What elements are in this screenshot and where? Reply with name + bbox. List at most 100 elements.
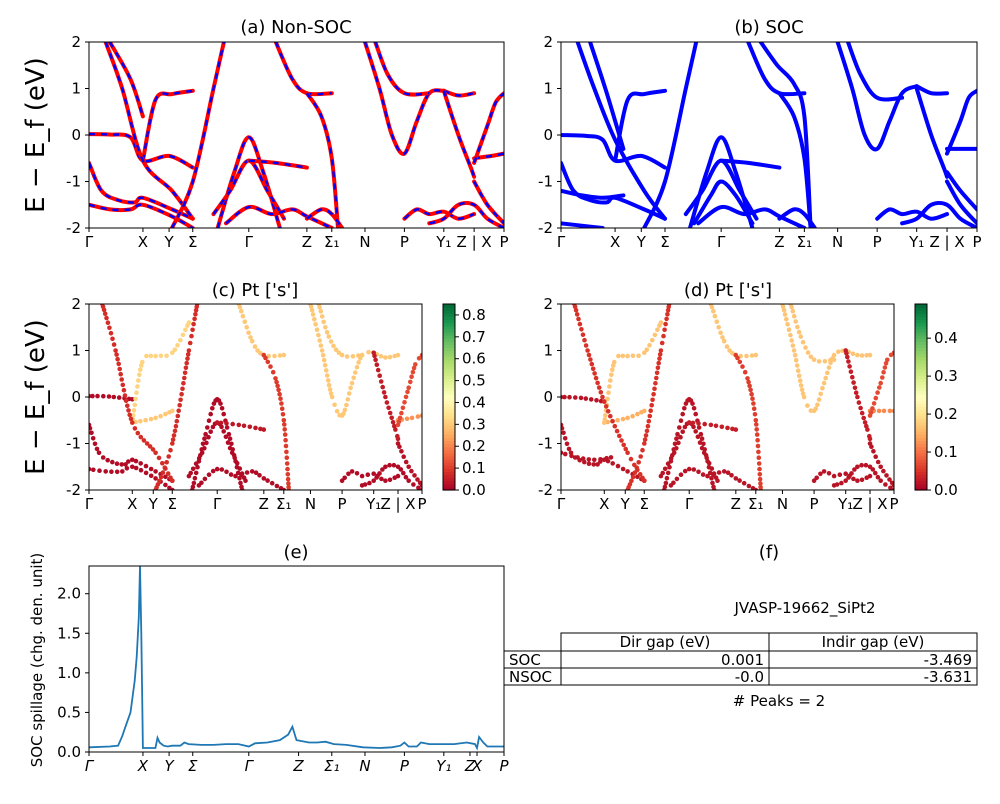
- y-tick-label: -2: [66, 481, 81, 499]
- band-point: [224, 425, 230, 430]
- band-point: [691, 424, 696, 430]
- band-point: [372, 353, 377, 359]
- band-point: [881, 468, 886, 474]
- x-tick-label: Γ: [85, 757, 95, 775]
- band-point: [848, 369, 854, 375]
- band-point: [711, 487, 717, 490]
- band-point: [686, 420, 692, 425]
- band-point: [409, 415, 415, 421]
- band-point: [756, 449, 761, 455]
- band-point: [881, 408, 887, 414]
- band-point: [747, 383, 752, 389]
- band-point: [718, 330, 723, 336]
- band-point: [816, 359, 822, 364]
- colorbar-segment: [443, 390, 455, 395]
- band-point: [409, 468, 414, 474]
- band-point: [595, 462, 600, 467]
- x-tick-label: P: [873, 233, 882, 251]
- band-point: [285, 476, 291, 482]
- band-point: [131, 408, 137, 413]
- band-point: [274, 379, 279, 385]
- band-point: [818, 471, 823, 477]
- band-point: [219, 467, 225, 472]
- band-point: [342, 407, 348, 413]
- band-point: [324, 330, 330, 335]
- band-point: [662, 466, 668, 472]
- band-point: [405, 389, 410, 395]
- band-point: [878, 478, 883, 484]
- colorbar-segment: [443, 480, 455, 485]
- band-point: [333, 347, 339, 353]
- band-point: [634, 465, 640, 471]
- band-point: [697, 440, 703, 445]
- band-point: [403, 474, 409, 480]
- band-point: [232, 455, 237, 461]
- band-point: [153, 469, 158, 474]
- band-point: [371, 478, 377, 484]
- x-tick-label: P: [810, 495, 819, 513]
- band-point: [791, 313, 797, 319]
- band-point: [572, 304, 578, 310]
- band-point: [737, 478, 742, 483]
- plot-area: [89, 304, 422, 490]
- x-tick-label: Z: [292, 757, 304, 775]
- colorbar-tick-label: 0.6: [462, 350, 486, 368]
- x-tick-label: P: [400, 233, 409, 251]
- band-point: [847, 364, 852, 369]
- colorbar-segment: [915, 412, 927, 417]
- colorbar-segment: [915, 387, 927, 392]
- colorbar-segment: [443, 350, 455, 355]
- band-point: [609, 372, 614, 378]
- band-point: [667, 464, 672, 470]
- title-d: (d) Pt ['s']: [684, 280, 772, 301]
- colorbar-segment: [443, 465, 455, 469]
- band-point: [170, 487, 175, 490]
- band-point: [138, 367, 143, 373]
- band-point: [580, 332, 586, 338]
- band-point: [117, 366, 122, 372]
- colorbar-segment: [443, 359, 455, 364]
- band-point: [665, 312, 670, 317]
- colorbar-segment: [443, 375, 455, 379]
- colorbar-tick-label: 0.0: [462, 481, 486, 499]
- band-point: [323, 325, 328, 330]
- colorbar-tick-label: 0.2: [462, 437, 486, 455]
- colorbar-tick-label: 0.4: [462, 393, 486, 411]
- band-point: [686, 466, 692, 472]
- band-point: [119, 462, 124, 467]
- band-point: [701, 450, 707, 456]
- band-point: [108, 330, 114, 336]
- ylabel-top: E − E_f (eV): [21, 57, 51, 213]
- x-tick-label: Γ: [557, 233, 566, 251]
- band-point: [180, 332, 186, 338]
- band-line: [945, 88, 977, 156]
- band-point: [650, 397, 655, 403]
- colorbar-segment: [443, 486, 455, 491]
- colorbar-segment: [915, 344, 927, 348]
- band-point: [317, 338, 323, 343]
- band-point: [664, 316, 669, 322]
- band-point: [339, 352, 345, 358]
- band-point: [883, 482, 888, 487]
- band-point: [789, 338, 794, 343]
- band-point: [148, 416, 154, 422]
- band-point: [620, 353, 626, 359]
- colorbar-segment: [915, 446, 927, 451]
- y-tick-label: 1: [543, 80, 553, 98]
- band-point: [126, 459, 131, 464]
- band-point: [625, 415, 630, 421]
- x-tick-label: Γ: [685, 495, 694, 513]
- spillage-series-line: [89, 566, 504, 751]
- band-point: [206, 434, 211, 440]
- x-tick-label: Γ: [85, 495, 94, 513]
- band-point: [228, 472, 234, 477]
- band-line: [846, 42, 905, 102]
- band-line-dashed: [89, 132, 194, 169]
- band-point: [671, 450, 677, 456]
- band-point: [401, 454, 407, 460]
- band-point: [284, 455, 290, 461]
- band-point: [651, 391, 656, 397]
- colorbar-segment: [915, 378, 927, 383]
- colorbar-tick-label: 0.4: [934, 329, 958, 347]
- band-point: [396, 419, 402, 425]
